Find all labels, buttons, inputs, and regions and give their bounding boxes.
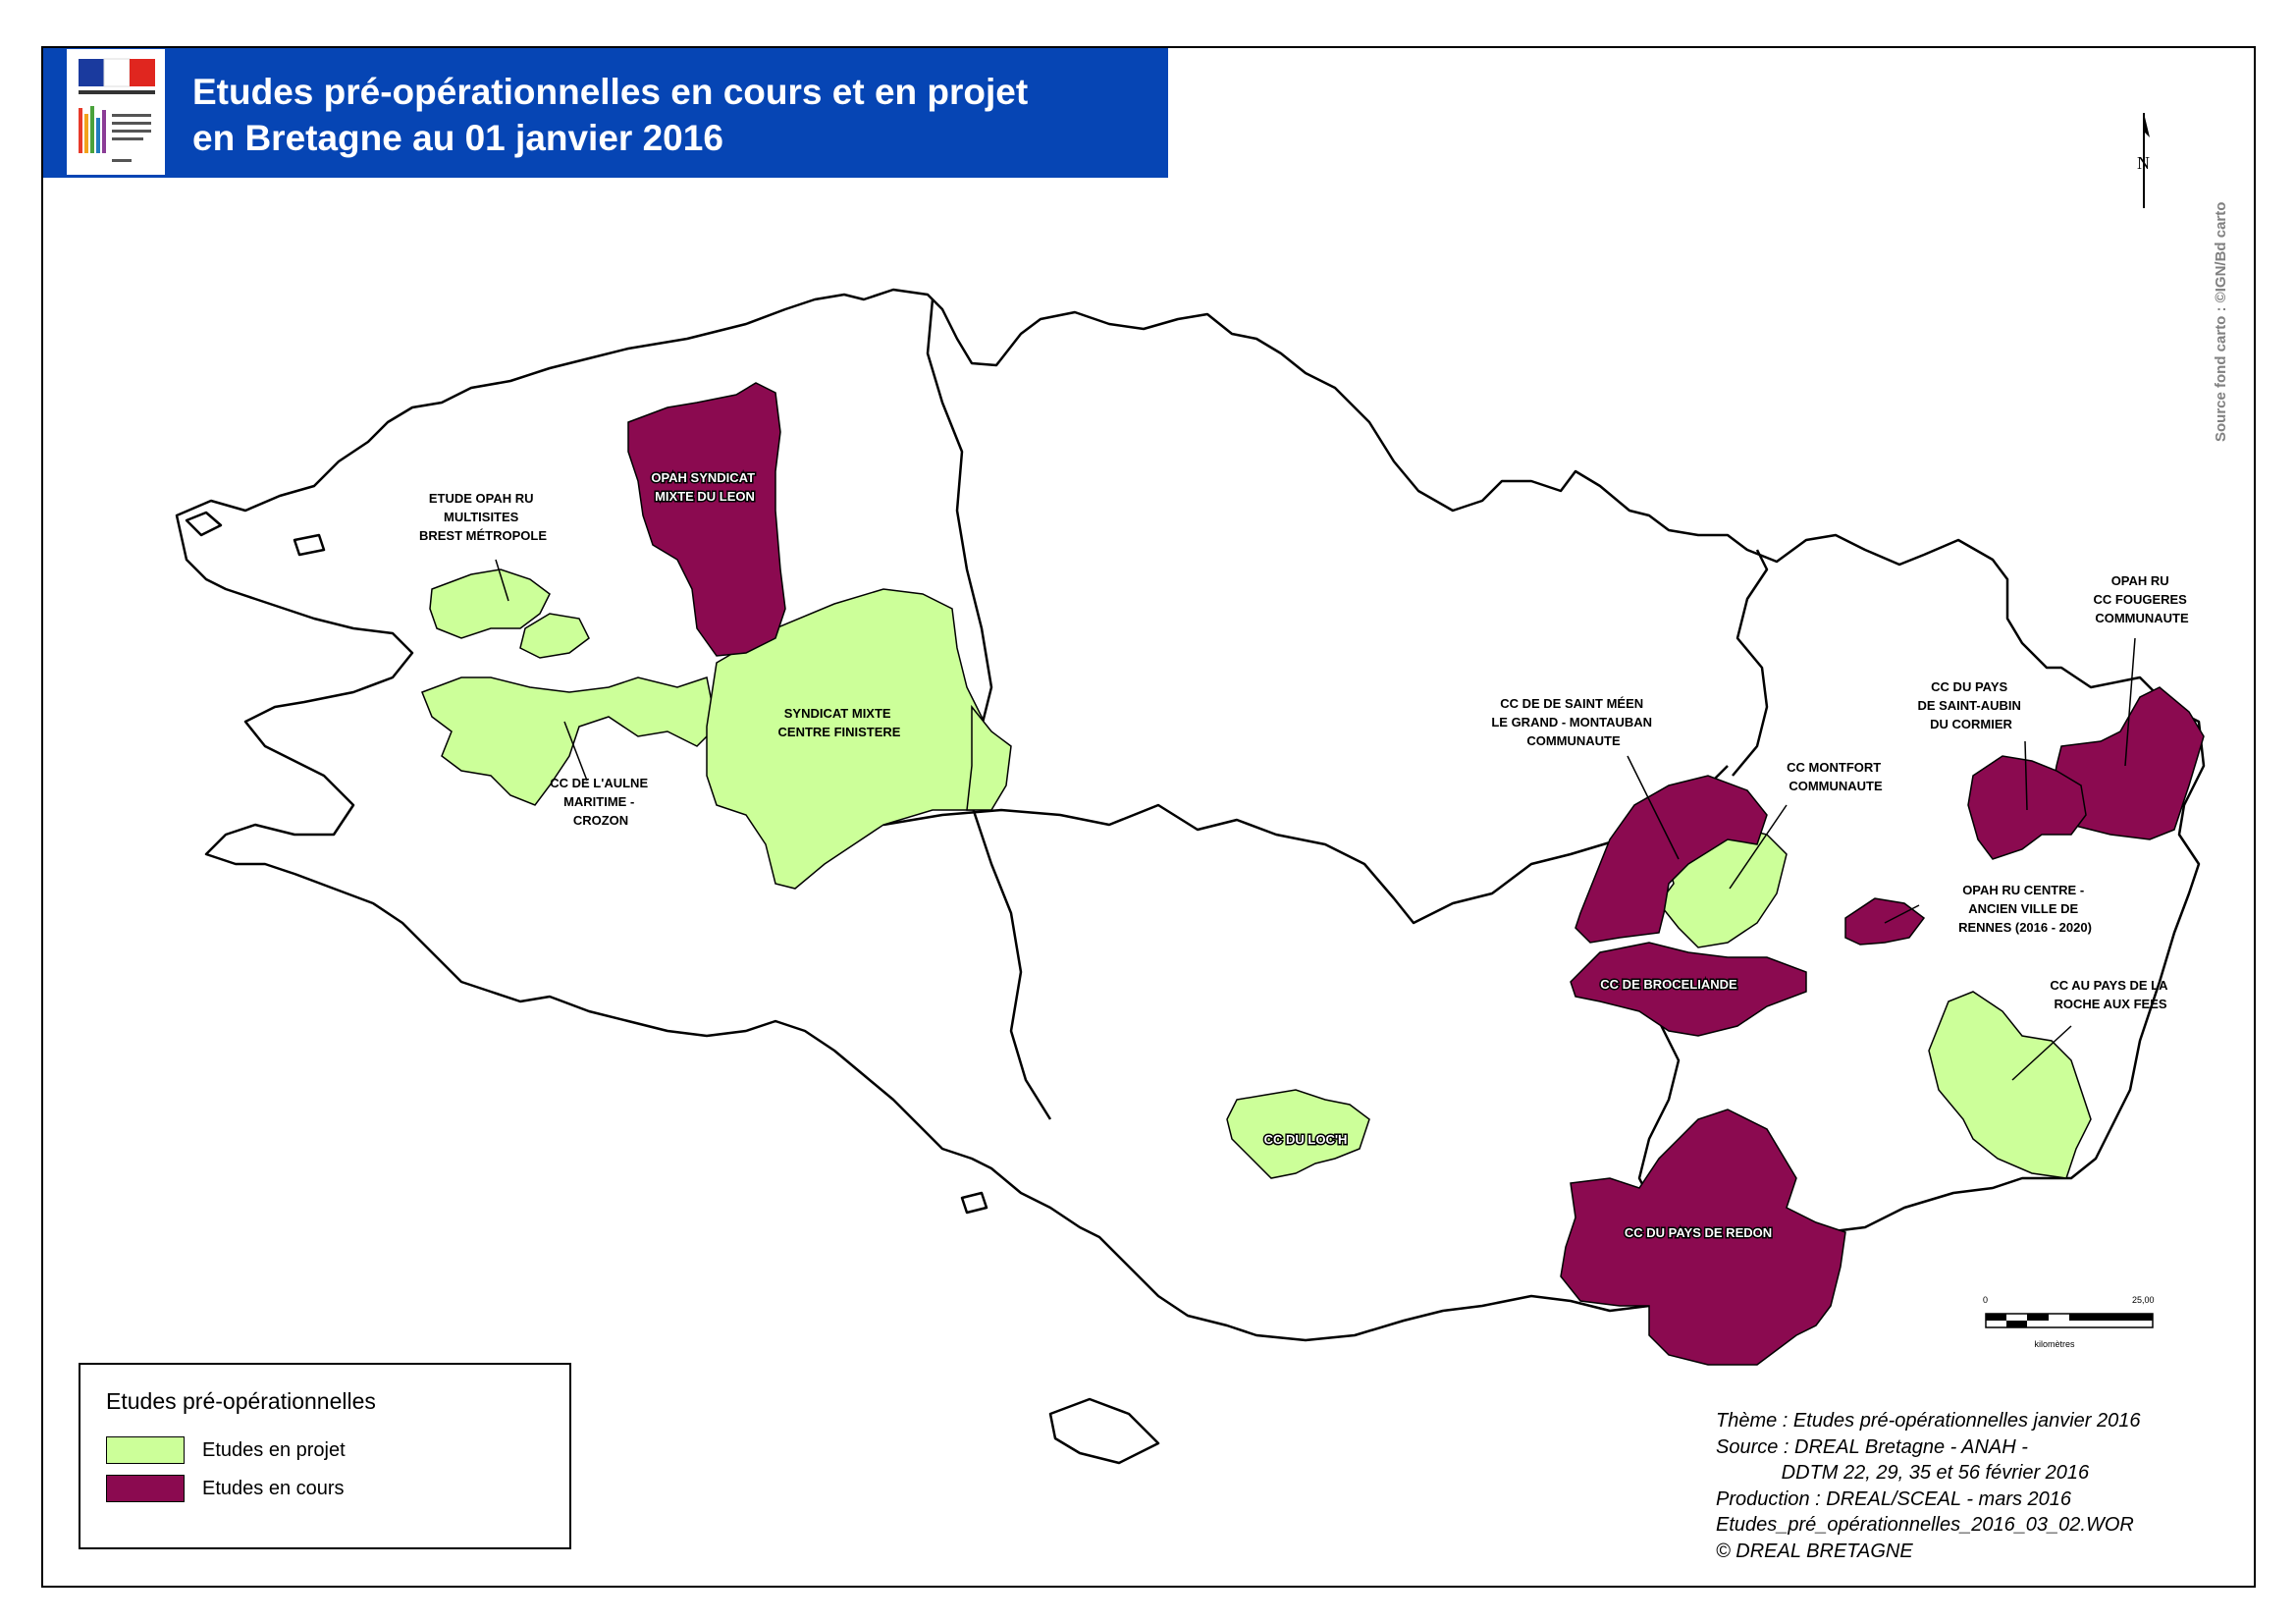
meta-copyright: © DREAL BRETAGNE: [1716, 1540, 1913, 1562]
label-loch: CC DU LOC'H: [1264, 1132, 1348, 1147]
north-label: N: [2137, 153, 2150, 173]
zone-labels: ETUDE OPAH RU MULTISITES BREST MÉTROPOLE…: [419, 469, 2191, 1242]
zone-centre-finistere: [706, 588, 992, 890]
label-centre-finistere: SYNDICAT MIXTE CENTRE FINISTERE: [778, 706, 901, 739]
meta-source: Source : DREAL Bretagne - ANAH -: [1716, 1435, 2028, 1458]
zone-broceliande: [1570, 942, 1807, 1037]
prefecture-logo: [67, 49, 165, 175]
legend-item-projet: Etudes en projet: [106, 1435, 346, 1465]
north-arrow-icon: N: [2137, 113, 2150, 208]
label-redon: CC DU PAYS DE REDON: [1625, 1225, 1772, 1240]
legend-item-cours: Etudes en cours: [106, 1474, 345, 1503]
map-title: Etudes pré-opérationnelles en cours et e…: [192, 69, 1028, 161]
map-metadata: Thème : Etudes pré-opérationnelles janvi…: [1716, 1408, 2140, 1564]
legend: Etudes pré-opérationnelles Etudes en pro…: [79, 1363, 571, 1549]
meta-filename: Etudes_pré_opérationnelles_2016_03_02.WO…: [1716, 1514, 2134, 1536]
zone-saint-meen: [1575, 775, 1768, 944]
zone-brest-metropole: [429, 568, 551, 639]
title-banner: [43, 48, 1168, 178]
zone-leon: [627, 382, 786, 657]
scale-bar: 0 25,00 kilomètres: [1983, 1295, 2155, 1349]
zone-rennes: [1844, 897, 1926, 946]
label-broceliande: CC DE BROCELIANDE: [1600, 977, 1737, 992]
meta-theme: Thème : Etudes pré-opérationnelles janvi…: [1716, 1410, 2141, 1432]
title-line-1: Etudes pré-opérationnelles en cours et e…: [192, 72, 1029, 112]
legend-swatch-cours: [106, 1475, 185, 1502]
scale-start: 0: [1983, 1295, 1988, 1305]
label-montfort: CC MONTFORT COMMUNAUTE: [1787, 760, 1885, 793]
scale-unit: kilomètres: [2034, 1339, 2075, 1349]
zone-loch: [1226, 1089, 1370, 1179]
meta-source-cont: DDTM 22, 29, 35 et 56 février 2016: [1716, 1462, 2090, 1484]
label-fougeres: OPAH RU CC FOUGERES COMMUNAUTE: [2094, 573, 2191, 625]
legend-label-projet: Etudes en projet: [202, 1438, 346, 1461]
label-rennes: OPAH RU CENTRE - ANCIEN VILLE DE RENNES …: [1958, 883, 2092, 935]
map-frame: [41, 46, 2256, 1588]
zone-centre-finistere-east: [966, 704, 1012, 811]
label-brest: ETUDE OPAH RU MULTISITES BREST MÉTROPOLE: [419, 491, 547, 543]
zones-en-cours: [627, 382, 2205, 1366]
label-leon: OPAH SYNDICAT MIXTE DU LEON: [651, 470, 758, 504]
zone-redon: [1560, 1108, 1846, 1366]
zone-aulne-crozon: [421, 676, 718, 806]
region-outline: [175, 288, 2206, 1465]
leader-lines: [495, 559, 2136, 1081]
scale-end: 25,00: [2132, 1295, 2155, 1305]
zones-en-projet: [421, 568, 2092, 1179]
label-saint-meen: CC DE DE SAINT MÉEN LE GRAND - MONTAUBAN…: [1491, 696, 1655, 748]
legend-label-cours: Etudes en cours: [202, 1477, 345, 1499]
title-line-2: en Bretagne au 01 janvier 2016: [192, 118, 723, 158]
label-roche-fees: CC AU PAYS DE LA ROCHE AUX FEES: [2050, 978, 2170, 1011]
zone-roche-aux-fees: [1928, 991, 2092, 1179]
meta-production: Production : DREAL/SCEAL - mars 2016: [1716, 1487, 2072, 1510]
label-aulne: CC DE L'AULNE MARITIME - CROZON: [550, 776, 652, 828]
zone-brest-metropole-south: [519, 613, 590, 659]
label-saint-aubin: CC DU PAYS DE SAINT-AUBIN DU CORMIER: [1917, 679, 2024, 731]
legend-title: Etudes pré-opérationnelles: [106, 1388, 376, 1414]
legend-swatch-projet: [106, 1436, 185, 1464]
